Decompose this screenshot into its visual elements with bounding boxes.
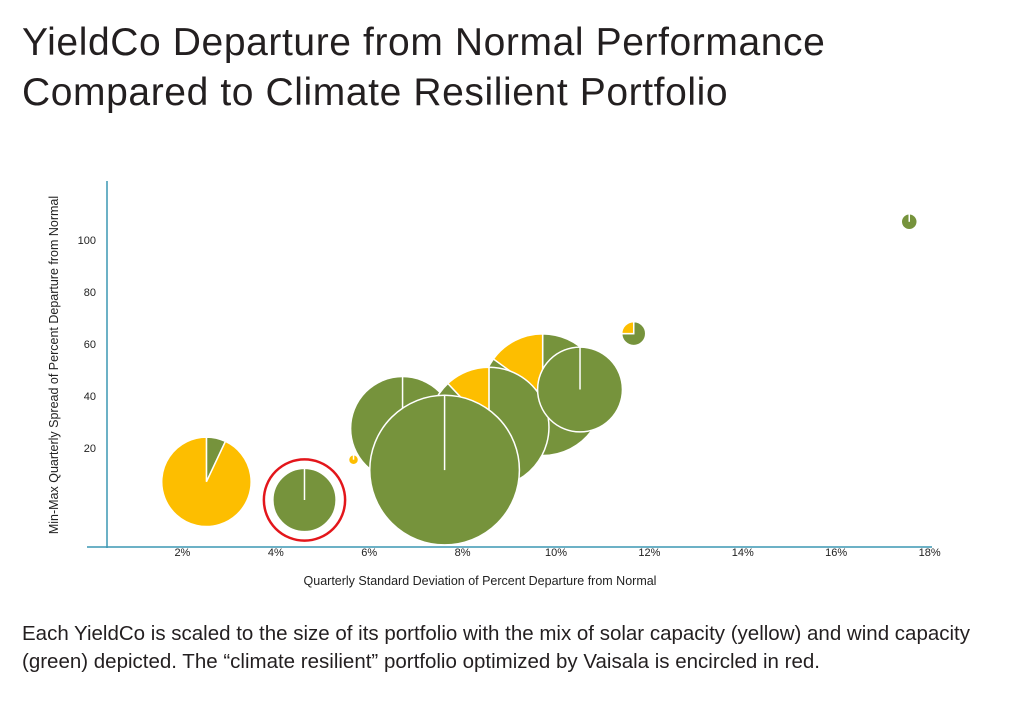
x-tick-label: 10% [545,547,567,559]
axes: 2% 4% 6% 8% 10% 12% 14% 16% 18% 20 40 60 80 100 [78,181,941,559]
x-tick-label: 14% [732,547,754,559]
solar-slice [620,320,635,335]
y-tick-label: 80 [84,287,96,299]
x-tick-label: 16% [825,547,847,559]
y-axis-label: Min-Max Quarterly Spread of Percent Depa… [47,196,61,534]
wind-slice [620,320,647,347]
solar-slice [492,333,544,397]
bubbles [160,213,919,546]
solar-slice [160,436,252,528]
bubble-9 [620,320,647,347]
y-tick-label: 40 [84,391,96,403]
x-tick-label: 8% [455,547,471,559]
y-tick-label: 60 [84,339,96,351]
x-tick-label: 2% [174,547,190,559]
y-tick-label: 100 [78,235,96,247]
chart-title-line-2: Compared to Climate Resilient Portfolio [22,71,729,114]
bubble-1 [160,436,252,528]
x-tick-label: 6% [361,547,377,559]
bubble-10 [900,213,919,231]
bubble-8 [369,394,521,546]
chart-caption: Each YieldCo is scaled to the size of it… [22,622,970,673]
x-axis-label: Quarterly Standard Deviation of Percent … [304,574,657,588]
chart-title-line-1: YieldCo Departure from Normal Performanc… [22,21,826,64]
x-tick-label: 4% [268,547,284,559]
highlight-ring [262,458,347,542]
x-tick-label: 18% [919,547,941,559]
chart-title: YieldCo Departure from Normal Performanc… [22,18,825,118]
bubble-2 [262,458,347,542]
bubble-7 [536,346,624,433]
x-tick-label: 12% [638,547,660,559]
y-tick-label: 20 [84,443,96,455]
bubble-3 [347,453,360,466]
